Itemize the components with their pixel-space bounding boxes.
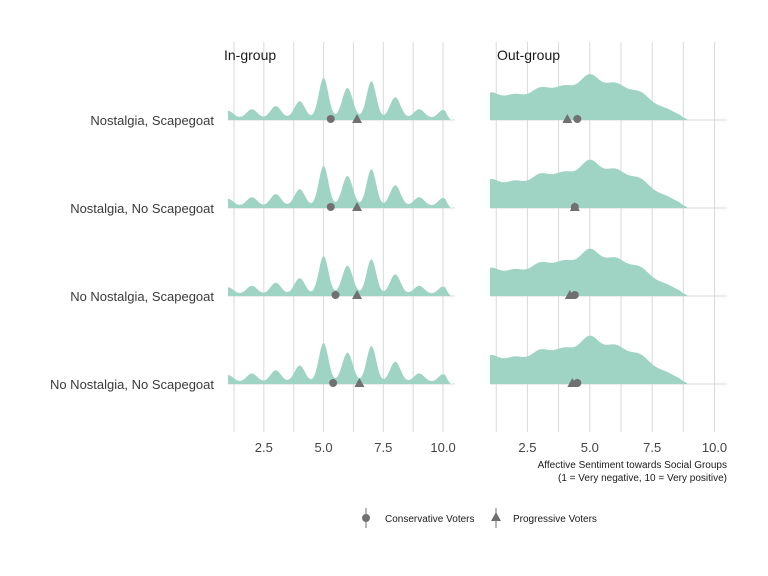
progressive-mean-point	[562, 114, 573, 123]
conservative-mean-point	[326, 203, 335, 211]
row-label: No Nostalgia, No Scapegoat	[50, 377, 214, 392]
x-tick-label: 2.5	[518, 440, 536, 455]
progressive-mean-point	[564, 290, 575, 299]
conservative-mean-point	[329, 379, 338, 387]
x-tick-label: 7.5	[643, 440, 661, 455]
row-label: No Nostalgia, Scapegoat	[70, 289, 214, 304]
legend-triangle-icon	[491, 512, 501, 521]
in-group-density	[228, 166, 451, 208]
legend-label-progressive: Progressive Voters	[513, 514, 597, 525]
x-axis-title-subtitle: (1 = Very negative, 10 = Very positive)	[558, 473, 727, 484]
row-label: Nostalgia, No Scapegoat	[70, 201, 214, 216]
x-tick-label: 5.0	[581, 440, 599, 455]
markers-layer	[326, 114, 582, 387]
out-group-density	[490, 248, 688, 296]
in-group-density	[228, 342, 451, 384]
in-group-density	[228, 256, 451, 296]
x-tick-label: 7.5	[374, 440, 392, 455]
x-tick-label: 10.0	[702, 440, 727, 455]
legend-label-conservative: Conservative Voters	[385, 514, 475, 525]
ridges-layer	[228, 74, 688, 384]
panel-title-in-group: In-group	[224, 47, 276, 63]
out-group-density	[490, 74, 688, 120]
panel-title-out-group: Out-group	[497, 47, 560, 63]
legend-circle-icon	[362, 514, 370, 522]
progressive-mean-point	[352, 114, 363, 123]
progressive-mean-point	[567, 378, 578, 387]
in-group-density	[228, 78, 451, 120]
conservative-mean-point	[331, 291, 340, 299]
progressive-mean-point	[354, 378, 365, 387]
row-label: Nostalgia, Scapegoat	[90, 113, 214, 128]
text-layer: In-group Out-group Nostalgia, Scapegoat …	[50, 47, 727, 484]
x-tick-label: 2.5	[255, 440, 273, 455]
progressive-mean-point	[569, 202, 580, 211]
x-axis-title: Affective Sentiment towards Social Group…	[538, 460, 727, 471]
progressive-mean-point	[352, 202, 363, 211]
conservative-mean-point	[326, 115, 335, 123]
out-group-density	[490, 159, 688, 208]
progressive-mean-point	[352, 290, 363, 299]
x-tick-label: 10.0	[430, 440, 455, 455]
x-tick-label: 5.0	[315, 440, 333, 455]
conservative-mean-point	[573, 115, 582, 123]
out-group-density	[490, 335, 688, 384]
legend: Conservative Voters Progressive Voters	[362, 508, 597, 528]
